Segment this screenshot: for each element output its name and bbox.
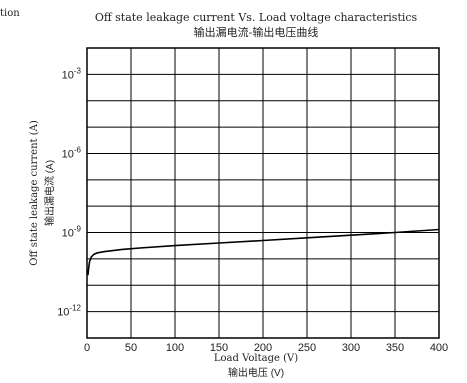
leakage-curve: [87, 228, 440, 276]
x-tick-label: 300: [342, 342, 360, 354]
x-axis-label: Load Voltage (V): [214, 353, 298, 364]
y-tick-label: 10-6: [62, 145, 82, 160]
x-tick-label: 200: [254, 342, 272, 354]
chart-subtitle: 输出漏电流-输出电压曲线: [194, 25, 319, 39]
x-tick-label: 0: [84, 342, 90, 354]
y-axis-label-cn: 输出漏电流 (A): [43, 160, 56, 226]
y-tick-label: 10-3: [62, 66, 82, 81]
series-layer: [87, 228, 440, 276]
x-tick-label: 150: [210, 342, 228, 354]
plot-frame: [86, 47, 440, 339]
y-tick-label: 10-12: [57, 304, 81, 319]
x-tick-label: 50: [125, 342, 137, 354]
x-axis-label-cn: 输出电压 (V): [228, 366, 284, 379]
y-axis-label: Off state leakage current (A): [29, 120, 40, 266]
y-tick-label: 10-9: [62, 225, 82, 240]
x-tick-label: 400: [430, 342, 448, 354]
x-tick-label: 250: [298, 342, 316, 354]
tick-labels: 0 50 100 150 200 250 300 350 400 10-3 10-6 10-9 10-1…: [57, 66, 448, 354]
grid: [86, 47, 440, 339]
corner-text: tion: [0, 8, 20, 19]
chart-title: Off state leakage current Vs. Load volta…: [95, 11, 418, 24]
x-tick-label: 100: [166, 342, 184, 354]
x-tick-label: 350: [386, 342, 404, 354]
